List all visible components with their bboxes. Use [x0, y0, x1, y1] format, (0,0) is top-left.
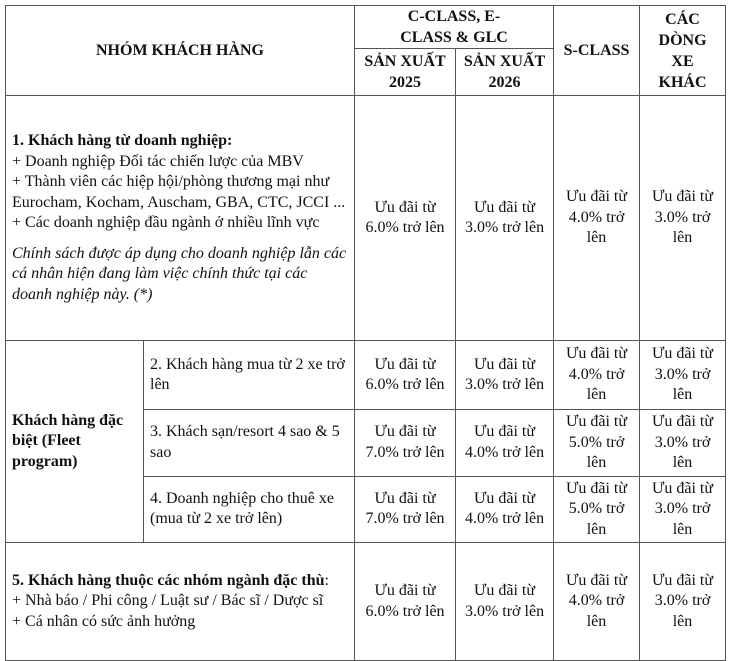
value-cell: Ưu đãi từ 3.0% trở lên — [639, 409, 727, 477]
row-label: 3. Khách sạn/resort 4 sao & 5 sao — [143, 409, 355, 477]
row5-title-suffix: : — [324, 571, 329, 589]
value-cell: Ưu đãi từ 7.0% trở lên — [354, 475, 456, 543]
value-cell: Ưu đãi từ 5.0% trở lên — [553, 475, 641, 543]
header-2025: SẢN XUẤT 2025 — [354, 48, 456, 96]
row1-label: 1. Khách hàng từ doanh nghiệp: + Doanh n… — [5, 95, 355, 341]
value-cell: Ưu đãi từ 6.0% trở lên — [354, 95, 456, 341]
value-cell: Ưu đãi từ 4.0% trở lên — [553, 542, 641, 661]
header-other: CÁC DÒNG XE KHÁC — [639, 5, 727, 96]
value-cell: Ưu đãi từ 7.0% trở lên — [354, 409, 456, 477]
value-cell: Ưu đãi từ 4.0% trở lên — [553, 340, 641, 410]
value-cell: Ưu đãi từ 3.0% trở lên — [639, 542, 727, 661]
value-cell: Ưu đãi từ 3.0% trở lên — [639, 475, 727, 543]
header-2026: SẢN XUẤT 2026 — [454, 48, 555, 96]
value-cell: Ưu đãi từ 4.0% trở lên — [454, 475, 555, 543]
row1-line: + Thành viên các hiệp hội/phòng thương m… — [12, 173, 346, 211]
value-cell: Ưu đãi từ 3.0% trở lên — [639, 340, 727, 410]
row5-line: + Cá nhân có sức ảnh hưởng — [12, 612, 196, 630]
header-s-class: S-CLASS — [553, 5, 641, 96]
special-group-label: Khách hàng đặc biệt (Fleet program) — [12, 411, 124, 470]
value-cell: Ưu đãi từ 4.0% trở lên — [553, 95, 641, 341]
row-label: 2. Khách hàng mua từ 2 xe trở lên — [143, 340, 355, 410]
table-row: 5. Khách hàng thuộc các nhóm ngành đặc t… — [5, 542, 727, 661]
row5-title: 5. Khách hàng thuộc các nhóm ngành đặc t… — [12, 571, 325, 589]
table-row: Khách hàng đặc biệt (Fleet program) 2. K… — [5, 340, 727, 543]
special-group: Khách hàng đặc biệt (Fleet program) — [5, 340, 144, 543]
table-row: 3. Khách sạn/resort 4 sao & 5 sao Ưu đãi… — [6, 409, 727, 477]
discount-table: NHÓM KHÁCH HÀNG C-CLASS, E-CLASS & GLC S… — [5, 5, 727, 661]
value-cell: Ưu đãi từ 3.0% trở lên — [454, 542, 555, 661]
row-label: 4. Doanh nghiệp cho thuê xe (mua từ 2 xe… — [143, 475, 355, 543]
row5-line: + Nhà báo / Phi công / Luật sư / Bác sĩ … — [12, 592, 324, 610]
value-cell: Ưu đãi từ 3.0% trở lên — [454, 95, 555, 341]
value-cell: Ưu đãi từ 4.0% trở lên — [454, 409, 555, 477]
row5-label: 5. Khách hàng thuộc các nhóm ngành đặc t… — [5, 542, 355, 661]
value-cell: Ưu đãi từ 6.0% trở lên — [354, 340, 456, 410]
row1-line: + Doanh nghiệp Đối tác chiến lược của MB… — [12, 152, 304, 170]
value-cell: Ưu đãi từ 5.0% trở lên — [553, 409, 641, 477]
row1-line: + Các doanh nghiệp đầu ngành ở nhiều lĩn… — [12, 214, 320, 231]
value-cell: Ưu đãi từ 3.0% trở lên — [639, 95, 727, 341]
table-row: 4. Doanh nghiệp cho thuê xe (mua từ 2 xe… — [6, 475, 727, 543]
value-cell: Ưu đãi từ 3.0% trở lên — [454, 340, 555, 410]
value-cell: Ưu đãi từ 6.0% trở lên — [354, 542, 456, 661]
table-row: 1. Khách hàng từ doanh nghiệp: + Doanh n… — [5, 95, 727, 341]
row1-title: 1. Khách hàng từ doanh nghiệp: — [12, 132, 233, 149]
header-group: NHÓM KHÁCH HÀNG — [5, 5, 355, 96]
header-c-class: C-CLASS, E-CLASS & GLC — [353, 5, 555, 49]
row1-note: Chính sách được áp dụng cho doanh nghiệp… — [12, 244, 347, 303]
